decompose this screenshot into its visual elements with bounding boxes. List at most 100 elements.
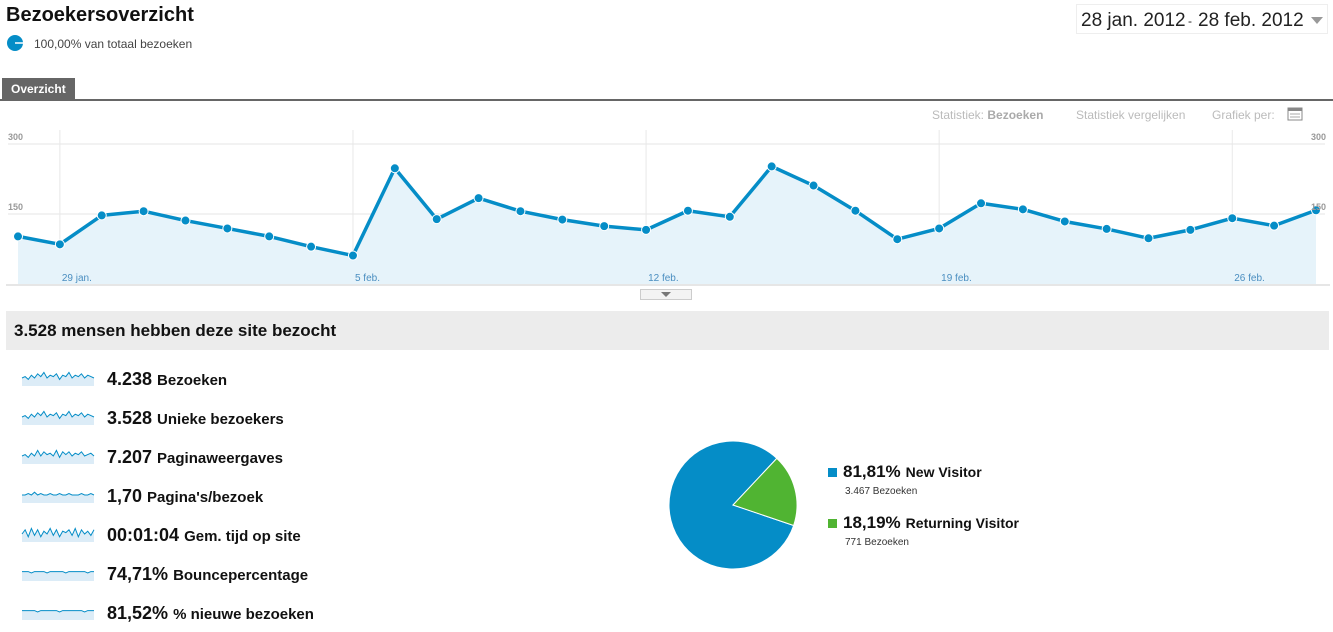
metric-value: 81,52%: [107, 603, 169, 623]
y-tick-label-right: 300: [1311, 132, 1326, 142]
metric-text: 1,70 Pagina's/bezoek: [107, 486, 263, 507]
pie-slice-returning-visitor[interactable]: [732, 457, 798, 527]
data-point[interactable]: [264, 231, 275, 242]
segment-label[interactable]: 100,00% van totaal bezoeken: [34, 37, 193, 51]
metric-value: 4.238: [107, 369, 153, 389]
date-separator: -: [1188, 14, 1192, 28]
metric-selector[interactable]: Statistiek: Bezoeken: [932, 108, 1043, 122]
metric-text: 7.207 Paginaweergaves: [107, 447, 283, 468]
legend-name: Returning Visitor: [905, 515, 1019, 531]
sparkline-line: [22, 610, 94, 613]
sparkline-fill: [22, 372, 94, 386]
data-point[interactable]: [1227, 213, 1238, 224]
chart-line: [17, 164, 1317, 258]
chevron-down-icon: [1311, 17, 1323, 24]
visits-line-chart: 300 300 150 150 29 jan. 5 feb. 12 feb. 19 feb. 2…: [6, 130, 1330, 286]
metric-label: % nieuwe bezoeken: [173, 606, 314, 623]
x-tick-label: 19 feb.: [941, 273, 972, 284]
data-point[interactable]: [431, 214, 442, 225]
sparkline-line: [21, 371, 95, 381]
legend-swatch: [828, 519, 837, 528]
metric-label: Paginaweergaves: [157, 450, 283, 467]
sparkline-line: [21, 410, 95, 420]
sparkline-fill: [22, 411, 94, 425]
data-point[interactable]: [1059, 216, 1070, 227]
metric-label: Unieke bezoekers: [157, 411, 284, 428]
data-point[interactable]: [892, 234, 903, 245]
data-point[interactable]: [96, 210, 107, 221]
data-point[interactable]: [180, 215, 191, 226]
metric-value: 1,70: [107, 486, 143, 506]
sparkline-fill: [22, 610, 94, 620]
data-point[interactable]: [850, 205, 861, 216]
sparkline: [22, 610, 94, 620]
summary-bar: 3.528 mensen hebben deze site bezocht: [6, 311, 1329, 350]
legend-count: 771 Bezoeken: [845, 537, 909, 548]
data-point[interactable]: [934, 223, 945, 234]
x-tick-label: 29 jan.: [62, 273, 92, 284]
data-point[interactable]: [1017, 204, 1028, 215]
x-tick-label: 26 feb.: [1234, 273, 1265, 284]
metric-text: 74,71% Bouncepercentage: [107, 564, 308, 585]
sparkline: [21, 371, 95, 386]
legend-pct: 18,19%: [843, 513, 901, 532]
legend-pct: 81,81%: [843, 462, 901, 481]
data-point[interactable]: [1185, 224, 1196, 235]
data-point[interactable]: [54, 239, 65, 250]
sparkline: [21, 449, 95, 464]
sparkline: [22, 491, 95, 503]
data-point[interactable]: [641, 224, 652, 235]
collapse-chart-toggle[interactable]: [640, 289, 692, 300]
compare-metric-button[interactable]: Statistiek vergelijken: [1076, 108, 1186, 122]
sparkline: [21, 527, 95, 542]
data-point[interactable]: [1101, 223, 1112, 234]
metric-text: 81,52%% nieuwe bezoeken: [107, 603, 314, 624]
data-point[interactable]: [976, 198, 987, 209]
data-point[interactable]: [1269, 220, 1280, 231]
data-point[interactable]: [557, 214, 568, 225]
metric-value: 74,71%: [107, 564, 169, 584]
data-point[interactable]: [306, 241, 317, 252]
data-point[interactable]: [808, 180, 819, 191]
metric-text: 00:01:04 Gem. tijd op site: [107, 525, 301, 546]
sparkline-line: [22, 491, 95, 496]
data-point[interactable]: [599, 221, 610, 232]
x-tick-label: 5 feb.: [355, 273, 380, 284]
data-point[interactable]: [1311, 205, 1321, 216]
legend-count: 3.467 Bezoeken: [845, 486, 918, 497]
y-tick-label-right: 150: [1311, 202, 1326, 212]
data-point[interactable]: [389, 163, 400, 174]
data-point[interactable]: [682, 205, 693, 216]
metric-value: 3.528: [107, 408, 153, 428]
data-point[interactable]: [347, 250, 358, 261]
data-point[interactable]: [473, 193, 484, 204]
sparkline-line: [21, 527, 95, 539]
segment-pie-icon: [7, 35, 23, 51]
metric-label: Bouncepercentage: [173, 567, 309, 584]
data-point[interactable]: [766, 161, 777, 172]
date-range-picker[interactable]: 28 jan. 2012 - 28 feb. 2012: [1076, 4, 1328, 34]
tab-divider: [0, 99, 1333, 101]
data-point[interactable]: [515, 206, 526, 217]
data-point[interactable]: [724, 211, 735, 222]
metric-label: Bezoeken: [157, 372, 228, 389]
sparkline: [22, 571, 94, 581]
visitor-type-pie-chart: [668, 440, 798, 570]
x-tick-label: 12 feb.: [648, 273, 679, 284]
y-tick-label-left: 300: [8, 132, 23, 142]
data-point[interactable]: [138, 206, 149, 217]
sparkline-line: [22, 571, 94, 574]
metric-value: 00:01:04: [107, 525, 180, 545]
data-point[interactable]: [13, 231, 23, 242]
tab-overview[interactable]: Overzicht: [2, 78, 75, 100]
y-tick-label-left: 150: [8, 202, 23, 212]
data-point[interactable]: [222, 223, 233, 234]
sparkline-fill: [22, 571, 94, 581]
metric-text: 3.528 Unieke bezoekers: [107, 408, 284, 429]
data-point[interactable]: [1143, 233, 1154, 244]
metric-selector-value: Bezoeken: [987, 108, 1044, 122]
calendar-icon[interactable]: [1287, 107, 1303, 121]
sparkline-line: [21, 449, 95, 459]
page-title: Bezoekersoverzicht: [6, 4, 194, 26]
date-end: 28 feb. 2012: [1198, 10, 1304, 31]
